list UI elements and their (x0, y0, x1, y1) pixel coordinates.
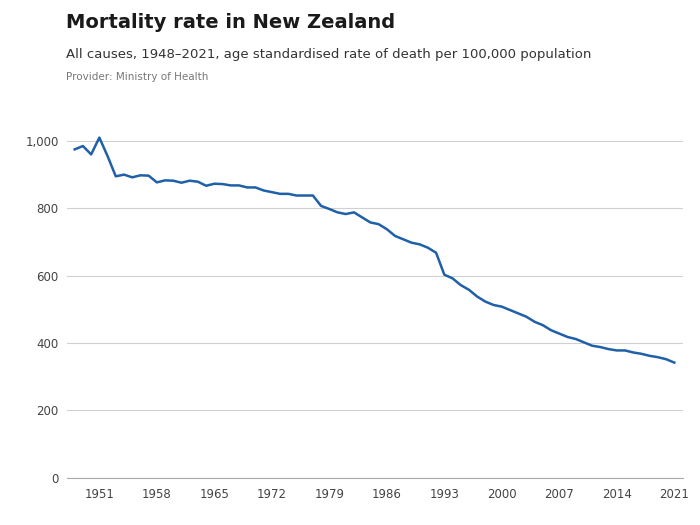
Text: figure.nz: figure.nz (580, 15, 664, 32)
Text: Mortality rate in New Zealand: Mortality rate in New Zealand (66, 13, 396, 32)
Text: Provider: Ministry of Health: Provider: Ministry of Health (66, 72, 209, 82)
Text: All causes, 1948–2021, age standardised rate of death per 100,000 population: All causes, 1948–2021, age standardised … (66, 48, 592, 61)
